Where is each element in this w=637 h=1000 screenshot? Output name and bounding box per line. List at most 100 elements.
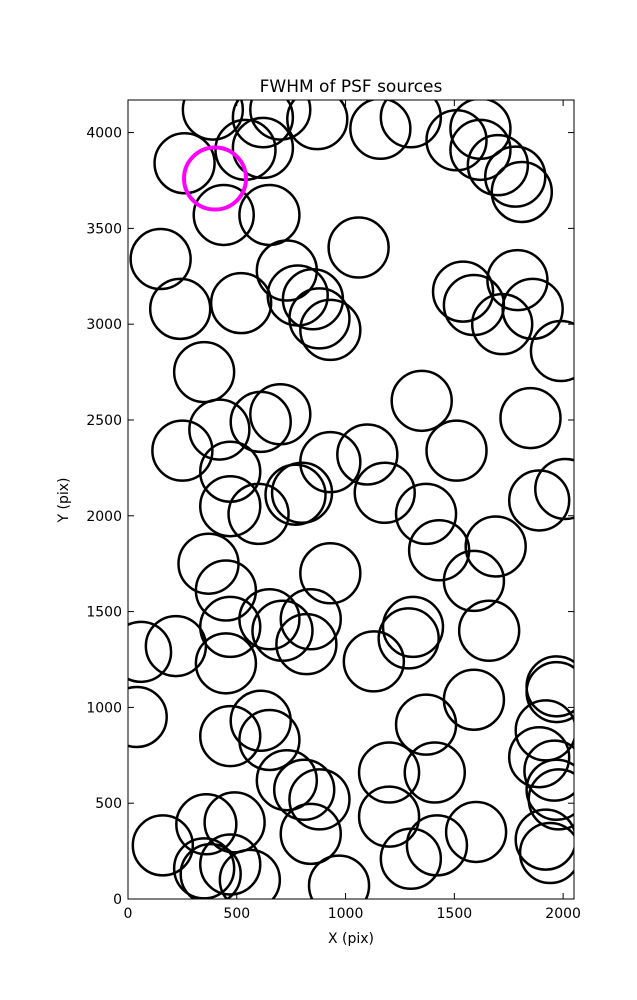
source-circle	[255, 748, 319, 812]
source-circle	[357, 741, 421, 804]
source-circle	[199, 704, 262, 768]
source-circle	[307, 854, 371, 899]
source-circle	[527, 768, 574, 831]
y-tick-label: 1500	[86, 605, 122, 621]
y-tick-label: 500	[95, 796, 122, 812]
source-circle	[466, 133, 530, 197]
y-tick-label: 0	[113, 892, 122, 908]
source-circle	[131, 814, 195, 877]
source-circle	[194, 632, 258, 695]
y-axis-label: Y (pix)	[56, 478, 72, 524]
source-circle	[249, 100, 312, 141]
source-circle	[299, 298, 362, 362]
source-circle	[327, 216, 390, 279]
source-circle	[179, 842, 242, 899]
source-circle	[457, 599, 521, 663]
source-circle	[523, 739, 574, 802]
y-tick-label: 2000	[86, 509, 122, 525]
source-circle	[129, 227, 192, 291]
source-circle	[518, 821, 574, 885]
y-tick-label: 2500	[86, 413, 122, 429]
source-circle	[486, 248, 549, 312]
x-axis-label: X (pix)	[328, 931, 374, 947]
source-circle	[499, 386, 562, 450]
source-circle	[431, 260, 495, 323]
source-circle	[379, 827, 443, 891]
source-circle	[194, 559, 258, 622]
source-circle	[175, 793, 238, 856]
source-circle	[379, 100, 443, 149]
source-circle	[199, 833, 262, 896]
source-circle	[249, 382, 312, 446]
source-circle	[128, 685, 168, 749]
source-circle	[394, 693, 458, 756]
source-circle	[148, 277, 212, 341]
source-circle	[231, 116, 295, 180]
source-circle	[514, 808, 574, 871]
source-circle	[288, 768, 351, 831]
source-circle	[470, 292, 534, 356]
source-circle	[484, 145, 547, 208]
source-circle	[442, 549, 506, 613]
source-circle	[275, 612, 338, 676]
source-circle	[286, 100, 349, 151]
x-tick-label: 0	[124, 906, 133, 922]
source-circle	[172, 837, 236, 899]
source-circle	[181, 100, 245, 141]
y-tick-label: 3000	[86, 317, 122, 333]
source-circle	[381, 595, 445, 659]
source-circle	[342, 630, 406, 693]
source-circle	[231, 100, 295, 149]
source-circle	[490, 160, 554, 224]
x-tick-label: 2000	[545, 906, 581, 922]
source-circle	[238, 588, 301, 651]
source-circle	[464, 515, 527, 578]
source-circle	[288, 287, 351, 350]
source-circle	[128, 620, 173, 684]
source-circle	[172, 340, 236, 404]
source-circle	[209, 271, 273, 335]
source-circle	[153, 131, 216, 195]
source-circle	[377, 607, 440, 670]
source-circle	[357, 785, 421, 848]
source-circle	[449, 118, 512, 182]
source-circle	[151, 419, 214, 482]
source-circle	[336, 423, 399, 486]
source-circle	[227, 482, 290, 546]
source-circle	[279, 588, 343, 651]
source-circle	[144, 614, 208, 678]
source-circle	[270, 461, 334, 525]
source-circle	[507, 725, 571, 789]
source-circle	[188, 398, 251, 461]
x-tick-label: 1500	[437, 906, 473, 922]
source-circle	[203, 791, 266, 854]
chart-title: FWHM of PSF sources	[260, 77, 443, 97]
source-circle	[192, 183, 255, 247]
source-circle	[525, 660, 574, 724]
source-circle	[229, 689, 292, 753]
source-circle	[514, 699, 574, 762]
source-circle	[525, 758, 574, 822]
source-circle	[403, 741, 467, 804]
y-tick-label: 1000	[86, 700, 122, 716]
source-circle	[299, 542, 362, 605]
source-circle	[353, 461, 416, 525]
source-circle	[199, 474, 262, 538]
source-circle	[444, 800, 508, 864]
source-circle	[449, 100, 512, 160]
y-tick-label: 3500	[86, 221, 122, 237]
highlight-circle	[182, 145, 249, 212]
source-circle	[425, 419, 488, 482]
source-circle	[534, 457, 574, 521]
source-circle	[394, 482, 458, 546]
source-circle	[507, 469, 571, 532]
source-circle	[279, 802, 343, 866]
source-circle	[349, 100, 412, 160]
source-circle	[238, 708, 301, 772]
plot-marks	[128, 100, 574, 899]
source-circle	[272, 758, 336, 822]
plot-frame	[127, 99, 575, 900]
x-tick-label: 1000	[328, 906, 364, 922]
